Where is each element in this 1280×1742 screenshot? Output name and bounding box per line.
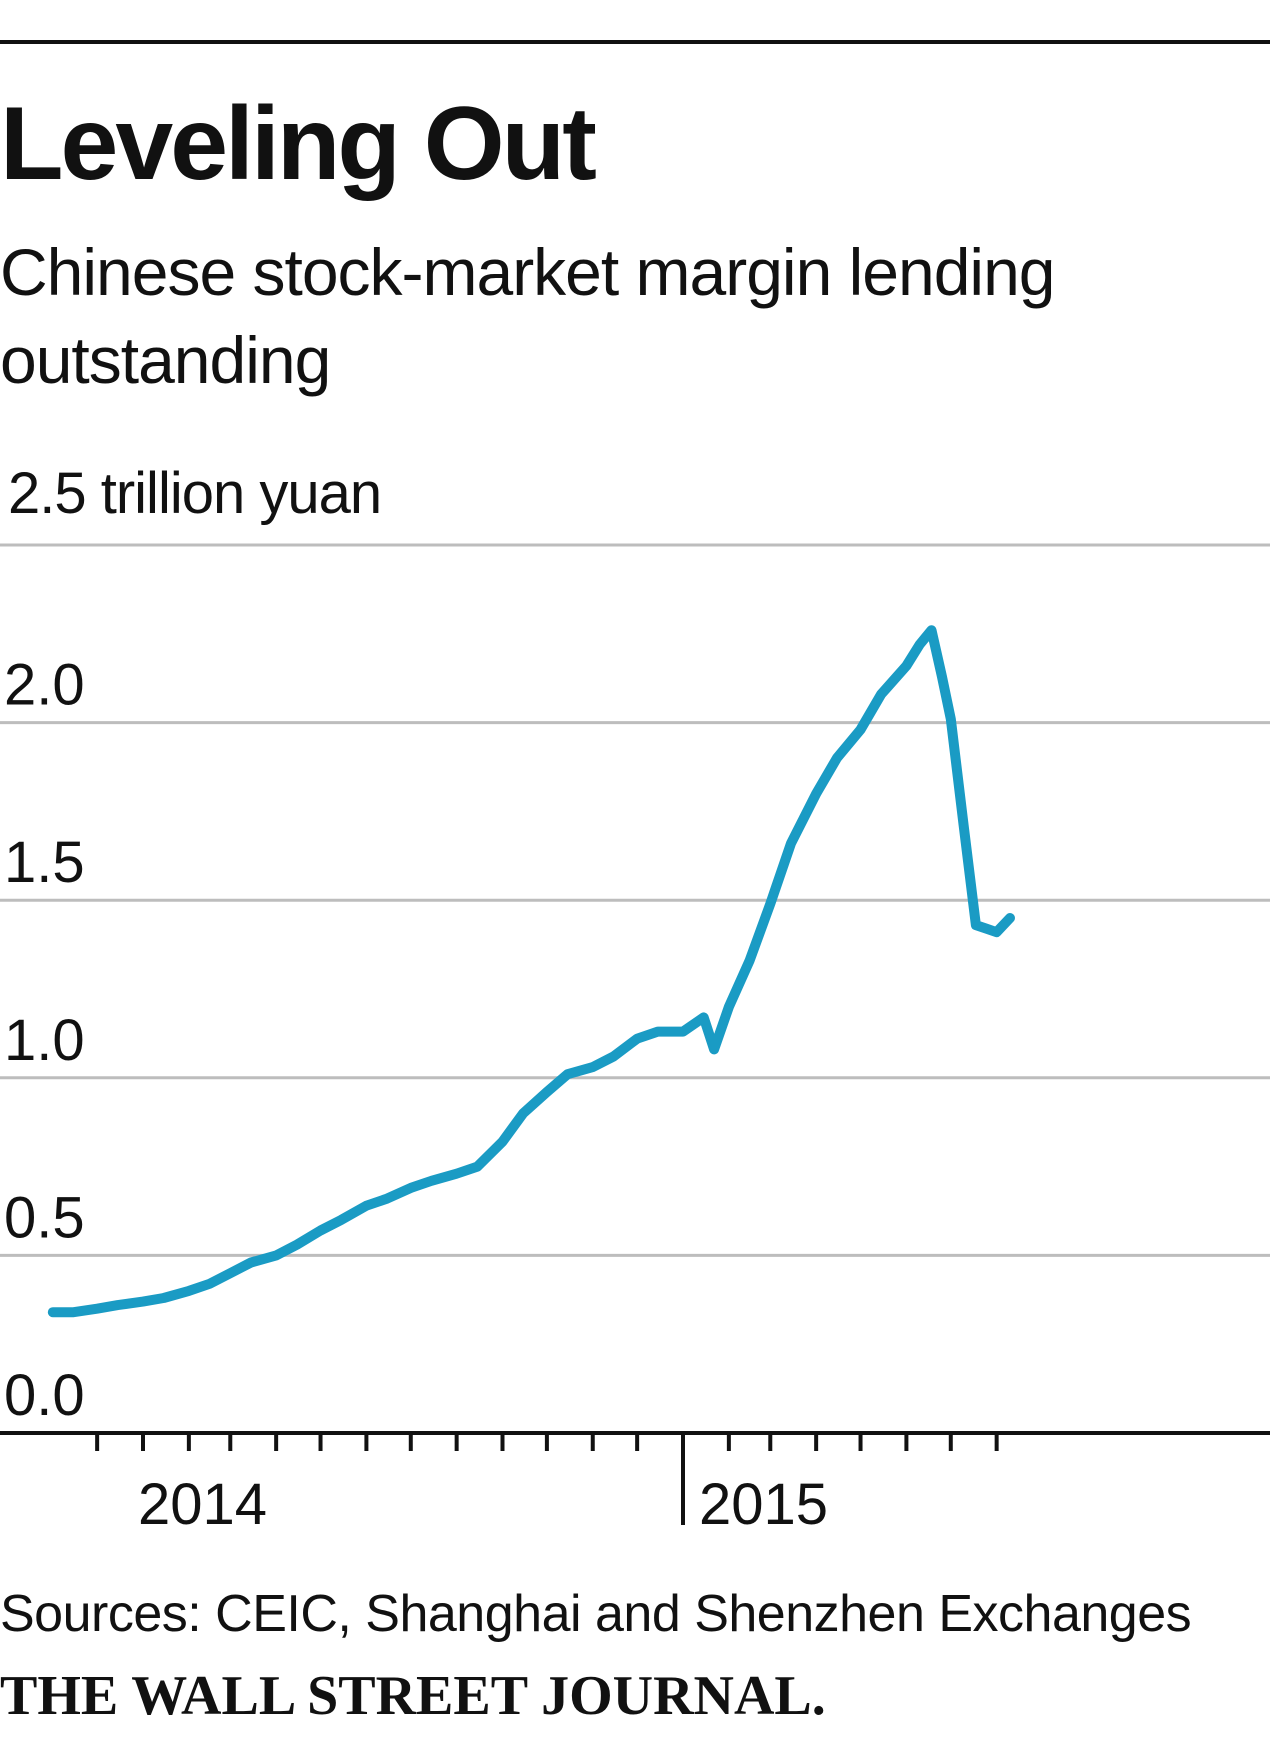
y-tick-label: 1.5 bbox=[4, 830, 85, 895]
publisher-logo: THE WALL STREET JOURNAL. bbox=[0, 1665, 826, 1727]
series-line-margin-lending bbox=[47, 625, 1015, 1318]
x-tick-label: 2015 bbox=[699, 1472, 828, 1537]
y-tick-label: 1.0 bbox=[4, 1008, 85, 1073]
x-tick-label: 2014 bbox=[138, 1472, 267, 1537]
chart-subtitle: Chinese stock-market margin lending outs… bbox=[0, 235, 1055, 397]
chart-title: Leveling Out bbox=[0, 86, 597, 202]
x-tick-labels: 2014 2015 bbox=[138, 1472, 828, 1537]
top-rule bbox=[0, 40, 1270, 44]
y-tick-label: 0.0 bbox=[4, 1363, 85, 1428]
gridlines bbox=[0, 543, 1270, 1257]
source-note: Sources: CEIC, Shanghai and Shenzhen Exc… bbox=[0, 1585, 1192, 1643]
y-axis-unit-label: 2.5 trillion yuan bbox=[8, 461, 382, 526]
x-ticks bbox=[95, 1433, 999, 1525]
y-tick-labels: 0.0 0.5 1.0 1.5 2.0 bbox=[4, 653, 85, 1428]
y-tick-label: 2.0 bbox=[4, 653, 85, 718]
y-tick-label: 0.5 bbox=[4, 1185, 85, 1250]
